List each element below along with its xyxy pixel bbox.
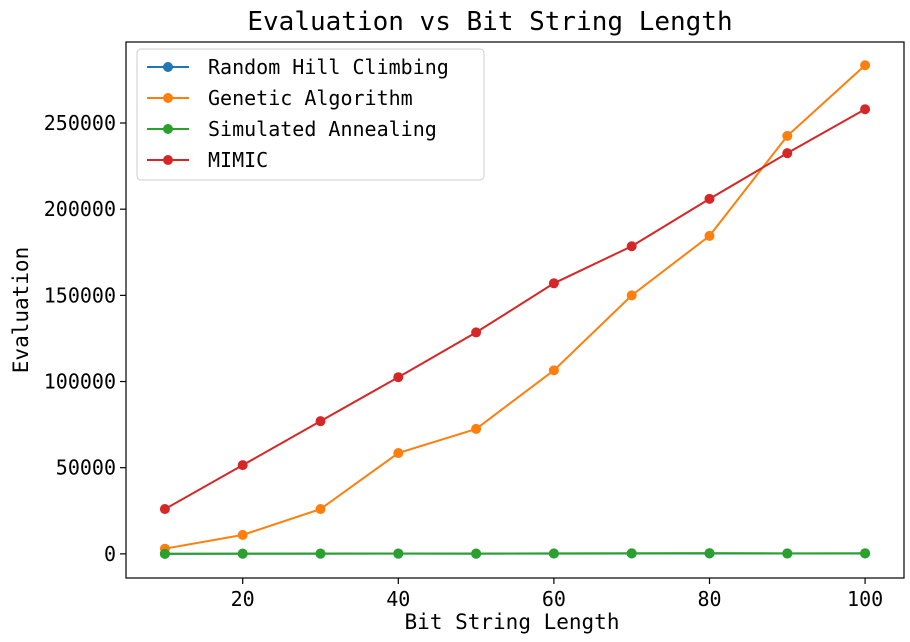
data-point-simulated-annealing: [782, 548, 793, 559]
data-point-genetic-algorithm: [782, 130, 793, 141]
y-tick-label: 100000: [44, 370, 116, 394]
data-point-mimic: [860, 104, 871, 115]
y-tick-label: 50000: [56, 456, 116, 480]
data-point-genetic-algorithm: [548, 365, 559, 376]
series-line-genetic-algorithm: [164, 64, 866, 550]
data-point-mimic: [471, 327, 482, 338]
data-point-genetic-algorithm: [393, 448, 404, 459]
y-tick-label: 250000: [44, 111, 116, 135]
y-axis-label: Evaluation: [9, 247, 33, 373]
legend-marker-genetic-algorithm: [163, 93, 173, 103]
legend-label-random-hill-climbing: Random Hill Climbing: [208, 55, 449, 79]
data-point-simulated-annealing: [860, 548, 871, 559]
x-tick-label: 60: [542, 587, 566, 611]
legend-label-simulated-annealing: Simulated Annealing: [208, 117, 437, 141]
data-point-genetic-algorithm: [626, 290, 637, 301]
data-point-simulated-annealing: [393, 548, 404, 559]
data-point-mimic: [782, 148, 793, 159]
legend-box: [136, 48, 485, 181]
data-point-simulated-annealing: [548, 548, 559, 559]
series-layer: [159, 60, 871, 559]
data-point-simulated-annealing: [159, 548, 170, 559]
series-genetic-algorithm: [159, 60, 871, 554]
data-point-simulated-annealing: [237, 548, 248, 559]
data-point-genetic-algorithm: [471, 423, 482, 434]
data-point-genetic-algorithm: [860, 60, 871, 71]
x-tick-label: 100: [847, 587, 883, 611]
legend-marker-mimic: [163, 155, 173, 165]
data-point-genetic-algorithm: [315, 504, 326, 515]
x-tick-label: 80: [697, 587, 721, 611]
data-point-simulated-annealing: [626, 548, 637, 559]
data-point-mimic: [393, 372, 404, 383]
series-line-mimic: [164, 108, 866, 510]
data-point-mimic: [548, 278, 559, 289]
series-mimic: [159, 104, 871, 515]
legend-marker-simulated-annealing: [163, 124, 173, 134]
legend-label-mimic: MIMIC: [208, 148, 268, 172]
data-point-mimic: [159, 504, 170, 515]
data-point-simulated-annealing: [704, 548, 715, 559]
data-point-genetic-algorithm: [237, 529, 248, 540]
data-point-simulated-annealing: [471, 548, 482, 559]
y-axis-ticks: 0 50000 100000 150000 200000 250000: [44, 111, 126, 566]
y-tick-label: 0: [104, 542, 116, 566]
data-point-mimic: [315, 416, 326, 427]
data-point-genetic-algorithm: [704, 230, 715, 241]
legend: Random Hill Climbing Genetic Algorithm Sim…: [136, 48, 485, 181]
legend-label-genetic-algorithm: Genetic Algorithm: [208, 86, 413, 110]
y-tick-label: 200000: [44, 197, 116, 221]
y-tick-label: 150000: [44, 283, 116, 307]
series-line-simulated-annealing: [164, 552, 866, 555]
data-point-mimic: [704, 193, 715, 204]
plot-area-frame: [125, 41, 905, 579]
chart-title: Evaluation vs Bit String Length: [247, 7, 732, 37]
legend-marker-random-hill-climbing: [163, 62, 173, 72]
data-point-mimic: [626, 241, 637, 252]
data-point-mimic: [237, 460, 248, 471]
x-tick-label: 40: [386, 587, 410, 611]
series-simulated-annealing: [159, 548, 871, 559]
data-point-simulated-annealing: [315, 548, 326, 559]
x-axis-label: Bit String Length: [405, 610, 620, 634]
x-tick-label: 20: [231, 587, 255, 611]
x-axis-ticks: 20 40 60 80 100: [231, 578, 883, 611]
